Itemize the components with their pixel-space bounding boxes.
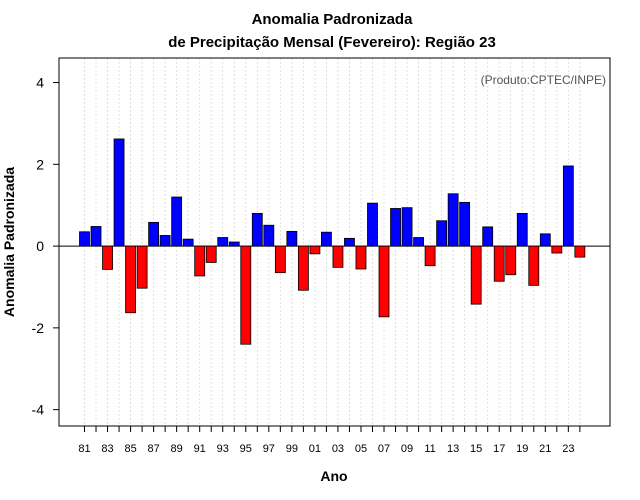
bar-2011 (424, 245, 436, 267)
bar-2016 (482, 226, 494, 247)
x-tick-label: 21 (539, 443, 551, 455)
y-tick-label: 0 (36, 238, 44, 254)
y-tick-label: 4 (36, 75, 44, 91)
bar-1982 (90, 226, 102, 247)
bar-1981 (79, 231, 90, 247)
x-tick-label: 83 (101, 443, 113, 455)
chart-subtitle: de Precipitação Mensal (Fevereiro): Regi… (168, 34, 496, 51)
bar-1991 (194, 245, 206, 277)
bars (79, 138, 586, 345)
x-tick-label: 91 (194, 443, 206, 455)
y-axis-label: Anomalia Padronizada (1, 167, 17, 317)
bar-2018 (505, 245, 517, 276)
bar-1999 (286, 230, 298, 247)
x-tick-label: 99 (286, 443, 298, 455)
bar-2017 (493, 245, 505, 282)
bar-1985 (125, 245, 136, 314)
x-tick-label: 81 (78, 443, 90, 455)
x-tick-label: 01 (309, 443, 321, 455)
bar-1987 (148, 221, 160, 247)
bar-2002 (321, 231, 332, 247)
x-axis: 81 83 85 87 89 91 93 95 97 99 01 03 05 07 09 11 13 15 17 19… (78, 426, 581, 455)
bar-1995 (240, 245, 252, 345)
x-tick-label: 11 (424, 443, 435, 455)
x-tick-label: 93 (217, 443, 229, 455)
bar-1988 (159, 235, 171, 247)
bar-2003 (332, 245, 344, 268)
bar-1990 (182, 238, 194, 247)
bar-2007 (378, 245, 390, 318)
x-tick-label: 07 (378, 443, 390, 455)
bar-1984 (113, 138, 125, 247)
x-tick-label: 95 (240, 443, 252, 455)
bar-1992 (205, 245, 217, 263)
bar-1993 (217, 237, 229, 247)
bar-2001 (309, 245, 321, 255)
y-tick-label: 2 (36, 156, 44, 172)
bar-2022 (551, 245, 563, 254)
bar-2010 (413, 237, 424, 247)
bar-2009 (401, 207, 413, 247)
x-tick-label: 05 (355, 443, 367, 455)
x-tick-label: 03 (332, 443, 344, 455)
x-tick-label: 85 (124, 443, 136, 455)
bar-2006 (367, 202, 378, 247)
plot-frame (58, 57, 611, 427)
bar-2019 (516, 212, 528, 247)
bar-2024 (574, 245, 586, 258)
bar-1983 (102, 245, 113, 270)
x-tick-label: 97 (263, 443, 275, 455)
bar-1986 (136, 245, 148, 289)
y-tick-label: -4 (32, 402, 45, 418)
y-axis: -4 -2 0 2 4 (32, 75, 59, 418)
x-tick-label: 19 (516, 443, 528, 455)
bar-2015 (470, 245, 482, 305)
chart-title: Anomalia Padronizada (252, 11, 414, 28)
bar-2000 (297, 245, 309, 291)
bar-2008 (390, 208, 401, 247)
x-tick-label: 89 (171, 443, 183, 455)
bar-2014 (459, 201, 471, 247)
bar-2013 (447, 193, 459, 247)
bar-2021 (539, 233, 551, 247)
x-tick-label: 15 (470, 443, 482, 455)
x-tick-label: 09 (401, 443, 413, 455)
bar-2020 (528, 245, 540, 286)
bar-1997 (263, 224, 275, 247)
product-annotation: (Produto:CPTEC/INPE) (481, 73, 606, 87)
bar-2023 (562, 165, 574, 247)
x-tick-label: 13 (447, 443, 459, 455)
bar-2005 (355, 245, 367, 270)
y-tick-label: -2 (32, 320, 45, 336)
bar-2012 (436, 220, 448, 247)
bar-1998 (274, 245, 286, 274)
x-tick-label: 87 (147, 443, 159, 455)
bar-1994 (228, 241, 240, 247)
x-tick-label: 23 (562, 443, 574, 455)
bar-1996 (251, 212, 263, 247)
bar-2004 (344, 237, 355, 247)
x-axis-label: Ano (320, 468, 347, 484)
x-tick-label: 17 (493, 443, 505, 455)
bar-1989 (171, 196, 183, 247)
